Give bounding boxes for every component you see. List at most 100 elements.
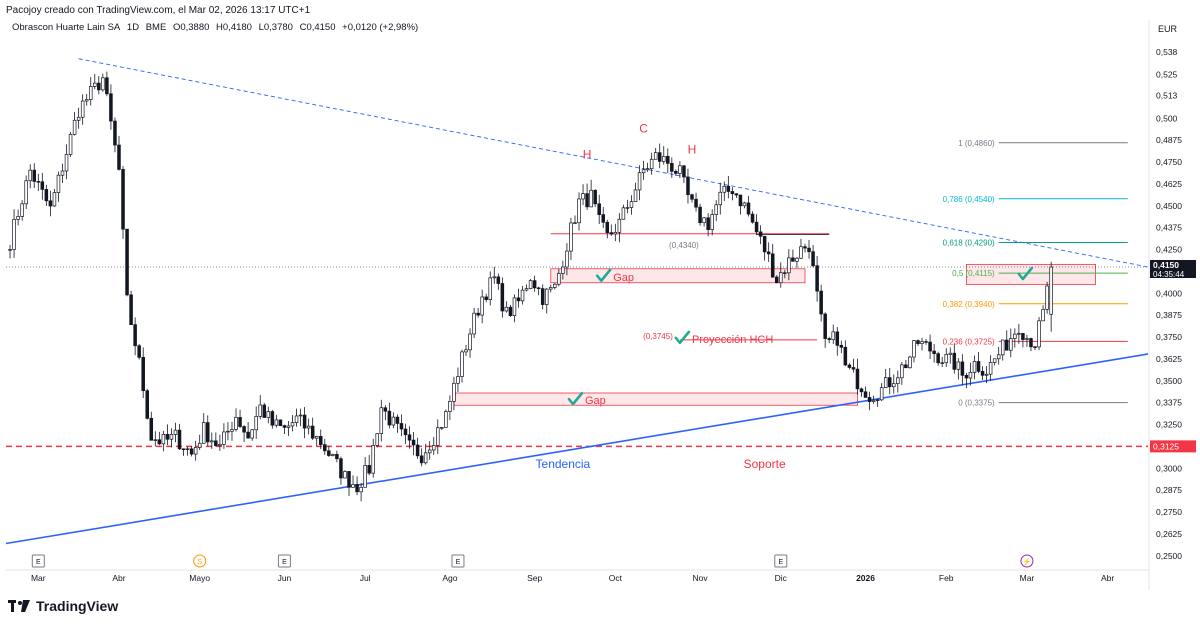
- candle-body: [722, 185, 727, 193]
- candle-body: [12, 219, 16, 250]
- candle-body: [157, 439, 162, 445]
- candle-body: [270, 411, 275, 426]
- tradingview-logo-text: TradingView: [36, 598, 119, 614]
- candle-body: [210, 440, 214, 443]
- candle-body: [1029, 338, 1033, 348]
- candle-body: [621, 207, 626, 220]
- tradingview-logo: TradingView: [8, 598, 118, 614]
- candle-body: [585, 193, 589, 208]
- candle-body: [101, 77, 105, 91]
- candle-body: [258, 404, 262, 417]
- candle-body: [593, 189, 597, 205]
- candle-body: [189, 448, 194, 455]
- candle-body: [940, 362, 944, 364]
- candle-body: [629, 201, 634, 208]
- candle-body: [496, 276, 501, 284]
- candle-body: [197, 442, 202, 448]
- x-tick-label: Sep: [527, 573, 542, 583]
- candle-body: [920, 341, 924, 344]
- candle-body: [774, 276, 779, 284]
- candle-body: [76, 116, 81, 121]
- candle-body: [524, 288, 529, 291]
- support-price-tag: [1150, 440, 1196, 453]
- candle-body: [783, 272, 787, 274]
- candle-body: [1025, 338, 1029, 340]
- y-tick-label: 0,2750: [1156, 507, 1182, 517]
- candle-body: [678, 165, 682, 174]
- candle-body: [645, 168, 650, 171]
- candle-body: [984, 373, 989, 376]
- candle-body: [649, 158, 654, 170]
- candle-body: [536, 287, 541, 289]
- candle-body: [44, 189, 49, 202]
- candle-body: [532, 280, 537, 289]
- candle-body: [403, 428, 408, 436]
- candle-body: [682, 165, 686, 178]
- candle-body: [318, 436, 323, 445]
- x-tick-label: Jul: [360, 573, 371, 583]
- candle-body: [964, 374, 969, 379]
- y-tick-label: 0,4375: [1156, 223, 1182, 233]
- symbol-name[interactable]: Obrascon Huarte Lain SA: [12, 22, 121, 33]
- candle-body: [423, 452, 428, 464]
- projection-label: Proyección HCH: [692, 334, 773, 346]
- candle-body: [500, 283, 505, 312]
- candle-body: [613, 231, 618, 235]
- candle-body: [653, 152, 658, 160]
- pattern-label: H: [688, 142, 697, 156]
- candle-body: [262, 404, 267, 418]
- y-tick-label: 0,2625: [1156, 529, 1182, 539]
- candle-body: [851, 367, 856, 370]
- interval-label[interactable]: 1D: [126, 22, 140, 33]
- candle-body: [379, 407, 384, 434]
- candle-body: [855, 368, 860, 390]
- candle-body: [581, 193, 585, 200]
- fib-level-label: 1 (0,4860): [958, 139, 995, 148]
- ohlc-high: H0,4180: [216, 22, 252, 33]
- earnings-marker-label: E: [778, 559, 783, 566]
- candle-body: [298, 414, 303, 417]
- candle-body: [1045, 285, 1049, 310]
- candle-body: [222, 431, 226, 445]
- candle-body: [266, 411, 271, 418]
- candle-body: [577, 198, 581, 224]
- gap-zone: [453, 392, 858, 406]
- candle-body: [278, 419, 283, 426]
- candle-body: [431, 445, 436, 451]
- y-tick-label: 0,538: [1156, 47, 1178, 57]
- x-tick-label: Ago: [442, 573, 457, 583]
- event-marker-label: ⚡: [1023, 557, 1032, 566]
- candle-body: [339, 458, 343, 479]
- candle-body: [286, 425, 291, 428]
- candle-body: [206, 422, 210, 443]
- candle-body: [274, 419, 279, 426]
- candle-body: [738, 194, 743, 207]
- candle-body: [399, 423, 404, 430]
- candle-body: [97, 82, 101, 91]
- candle-body: [359, 486, 363, 493]
- candle-body: [234, 417, 238, 430]
- candle-body: [181, 448, 186, 450]
- candle-body: [565, 250, 569, 268]
- dividend-marker: [193, 554, 207, 568]
- earnings-marker: [277, 554, 291, 568]
- candle-body: [710, 214, 714, 230]
- candle-body: [407, 434, 412, 441]
- candle-body: [1017, 333, 1021, 335]
- candle-body: [250, 429, 254, 439]
- candle-body: [601, 214, 605, 223]
- candle-body: [847, 364, 852, 368]
- candle-body: [226, 430, 230, 433]
- candle-body: [758, 231, 763, 237]
- candle-body: [520, 289, 525, 302]
- candle-body: [791, 257, 795, 262]
- candle-body: [153, 439, 158, 441]
- candle-body: [480, 296, 484, 316]
- candle-body: [214, 440, 218, 446]
- trend-line: [5, 353, 1149, 545]
- candle-body: [742, 202, 747, 207]
- candle-body: [395, 416, 400, 424]
- candle-body: [68, 134, 73, 155]
- candle-body: [218, 444, 222, 446]
